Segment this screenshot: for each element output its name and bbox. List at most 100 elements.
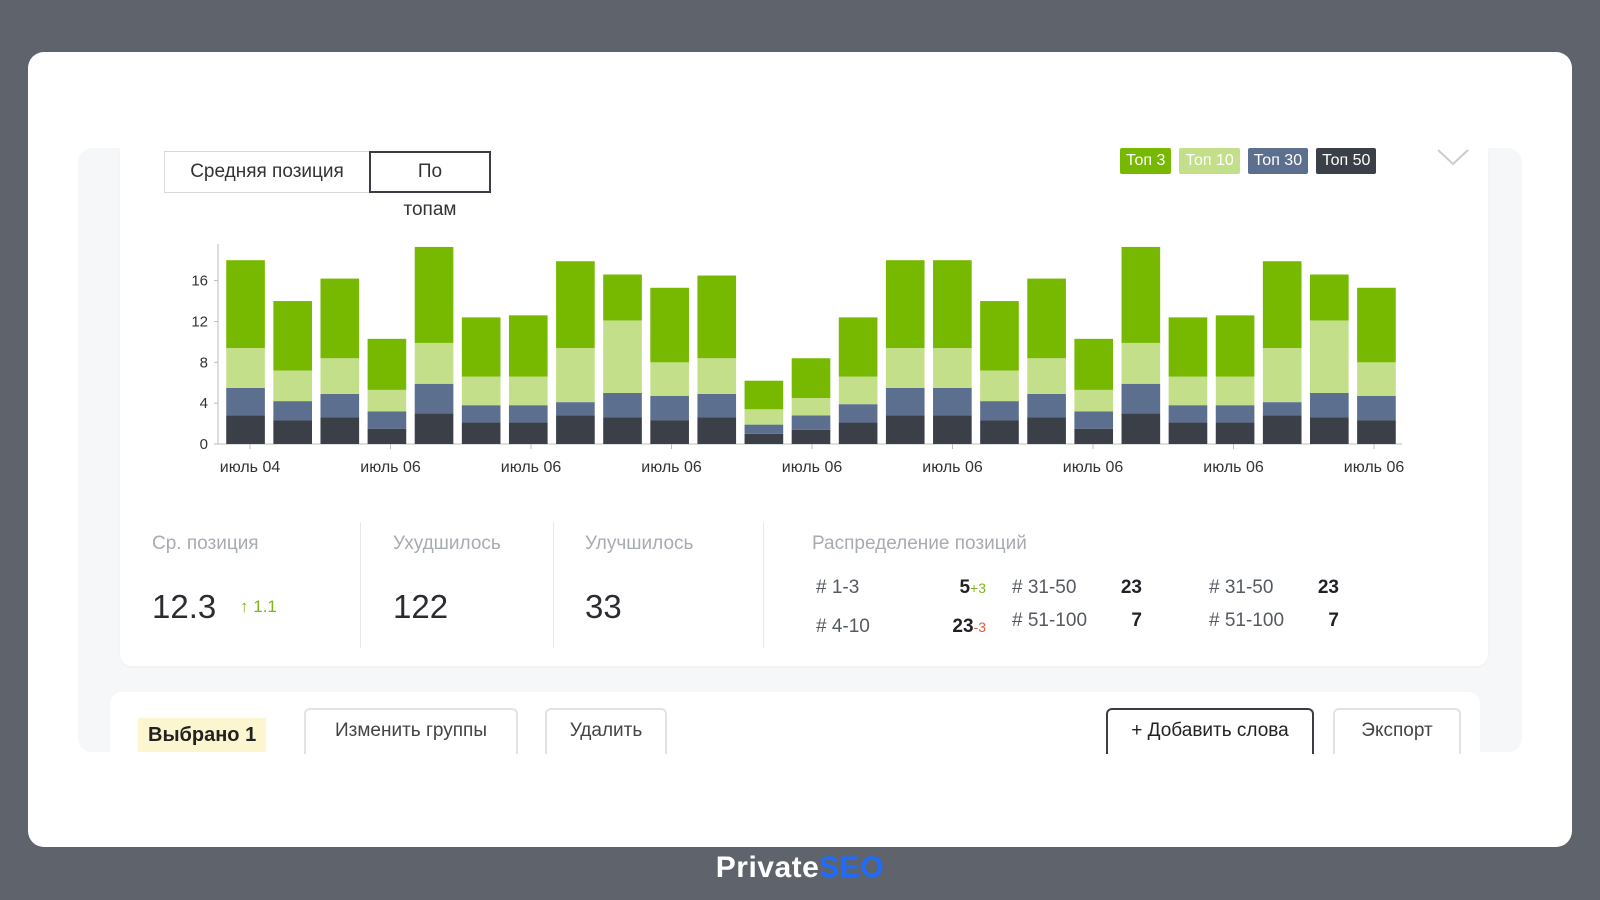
legend-top30[interactable]: Топ 30: [1247, 148, 1309, 174]
bar-segment: [556, 402, 595, 416]
bar-segment: [226, 348, 265, 388]
bar-segment: [1310, 320, 1349, 393]
bar-segment: [885, 260, 925, 349]
bar-segment: [980, 401, 1019, 421]
dist-label-1-3: # 1-3: [816, 577, 860, 598]
bar-segment: [791, 398, 831, 416]
add-words-button[interactable]: + Добавить слова: [1106, 708, 1314, 754]
dist-label-31-50-b: # 31-50: [1209, 577, 1274, 598]
bar-segment: [556, 261, 595, 349]
dist-delta-1-3: +3: [970, 580, 986, 596]
bar-segment: [226, 415, 265, 444]
y-tick-label: 12: [191, 313, 208, 330]
bar-segment: [838, 404, 878, 423]
bar-segment: [744, 380, 784, 410]
delete-button[interactable]: Удалить: [545, 708, 667, 754]
brand-logo: PrivateSEO: [715, 851, 885, 884]
tab-by-tops[interactable]: По топам: [369, 151, 491, 220]
x-tick-label: июль 06: [1203, 459, 1264, 476]
bar-segment: [1027, 278, 1066, 359]
tab-average-position[interactable]: Средняя позиция: [164, 151, 369, 193]
bar-segment: [1168, 317, 1208, 377]
legend-top50[interactable]: Топ 50: [1316, 148, 1377, 174]
bar-segment: [1074, 338, 1114, 390]
dist-value-31-50-b: 23: [1317, 577, 1339, 598]
bar-segment: [980, 420, 1019, 444]
bar-segment: [1215, 315, 1255, 377]
chevron-down-icon[interactable]: [1436, 146, 1470, 168]
y-tick-label: 0: [200, 436, 208, 453]
bar-segment: [1074, 428, 1114, 444]
bar-segment: [1074, 389, 1114, 412]
bar-segment: [603, 274, 642, 321]
bar-segment: [273, 420, 312, 444]
y-tick-label: 16: [191, 273, 208, 290]
x-tick-label: июль 06: [1344, 459, 1405, 476]
chart-legend: Топ 3 Топ 10 Топ 30 Топ 50: [1120, 148, 1377, 174]
bar-segment: [508, 376, 548, 406]
export-button[interactable]: Экспорт: [1333, 708, 1461, 754]
bar-segment: [414, 246, 454, 343]
bar-segment: [1027, 358, 1066, 394]
bar-segment: [650, 362, 689, 397]
bar-segment: [1121, 413, 1161, 444]
bar-segment: [650, 420, 689, 444]
x-tick-label: июль 06: [641, 459, 702, 476]
bar-segment: [791, 358, 831, 399]
dist-value-51-100: 7: [1131, 610, 1142, 631]
distribution-label: Распределение позиций: [812, 533, 1027, 554]
arrow-up-icon: ↑: [240, 597, 249, 616]
bar-segment: [226, 387, 265, 416]
bar-segment: [1074, 411, 1114, 429]
worse-label: Ухудшилось: [393, 533, 501, 554]
bar-segment: [933, 348, 972, 388]
bar-segment: [461, 422, 501, 444]
bar-segment: [320, 393, 360, 418]
bar-segment: [461, 317, 501, 377]
bar-segment: [414, 383, 454, 414]
bar-segment: [1310, 417, 1349, 444]
bar-segment: [508, 422, 548, 444]
bar-segment: [273, 401, 312, 421]
bar-segment: [508, 405, 548, 423]
bar-segment: [1357, 396, 1396, 421]
avg-delta-value: 1.1: [253, 597, 277, 616]
bar-segment: [1262, 261, 1302, 349]
bar-segment: [273, 370, 312, 402]
dist-delta-4-10: -3: [973, 619, 986, 635]
bar-segment: [367, 338, 407, 390]
positions-chart: 0 4 8 12 16 июль 04 июль 06 июль 06 июль 06 июль …: [191, 244, 1405, 476]
change-groups-button[interactable]: Изменить группы: [304, 708, 518, 754]
x-tick-label: июль 06: [501, 459, 562, 476]
bar-segment: [744, 424, 784, 434]
bar-segment: [1357, 420, 1396, 444]
bar-segment: [273, 301, 312, 371]
bar-segment: [650, 396, 689, 421]
bar-segment: [885, 387, 925, 416]
bar-segment: [1262, 348, 1302, 403]
bar-segment: [1215, 405, 1255, 423]
dist-value-51-100-b: 7: [1328, 610, 1339, 631]
bar-segment: [603, 320, 642, 393]
legend-top10[interactable]: Топ 10: [1179, 148, 1240, 174]
legend-top3[interactable]: Топ 3: [1120, 148, 1172, 174]
dist-value-31-50: 23: [1120, 577, 1142, 598]
bar-segment: [933, 387, 972, 416]
bar-segment: [933, 260, 972, 349]
bar-segment: [1310, 274, 1349, 321]
bar-segment: [933, 415, 972, 444]
dist-value-1-3: 5+3: [959, 577, 986, 598]
bar-segment: [1357, 362, 1396, 397]
dist-label-31-50: # 31-50: [1012, 577, 1077, 598]
bar-segment: [650, 287, 689, 363]
bar-segment: [1215, 422, 1255, 444]
bar-segment: [980, 301, 1019, 371]
bar-segment: [226, 260, 265, 349]
bar-segment: [1357, 287, 1396, 363]
view-toggle: Средняя позиция По топам: [164, 151, 491, 220]
bar-segment: [414, 342, 454, 384]
dist-value-4-10: 23-3: [952, 616, 986, 637]
bar-segment: [367, 389, 407, 412]
bar-segment: [838, 317, 878, 377]
bar-segment: [367, 428, 407, 444]
